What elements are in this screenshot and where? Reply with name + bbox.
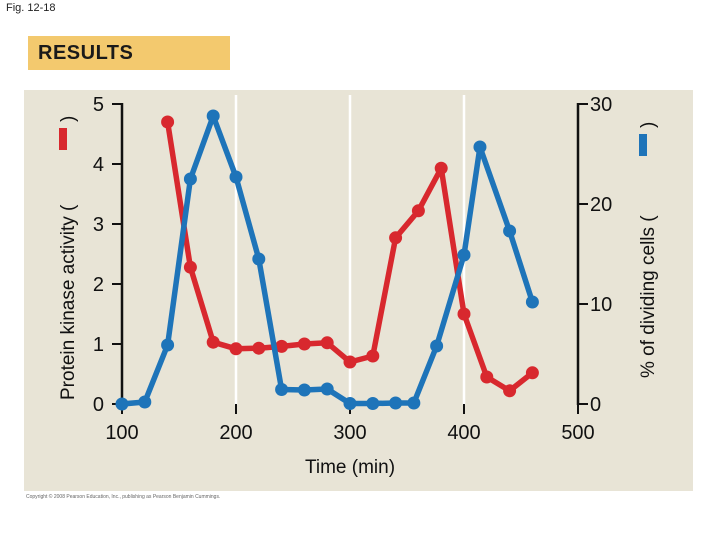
kinase-point — [297, 337, 311, 351]
dividing-point — [389, 396, 403, 410]
left-axis-title-close: ) — [58, 116, 79, 122]
copyright-notice: Copyright © 2008 Pearson Education, Inc.… — [26, 494, 221, 500]
left-tick-label-0: 0 — [93, 394, 104, 416]
kinase-point — [411, 204, 425, 218]
left-axis-title: Protein kinase activity ( — [58, 204, 79, 400]
kinase-point — [229, 342, 243, 356]
kinase-point — [457, 307, 471, 321]
dividing-point — [252, 252, 266, 266]
dividing-point — [320, 382, 334, 396]
results-banner-text: RESULTS — [38, 42, 134, 64]
dividing-point — [206, 109, 220, 123]
dividing-point — [343, 397, 357, 410]
dividing-point — [503, 224, 517, 238]
kinase-point — [343, 355, 357, 369]
dividing-point — [183, 172, 197, 186]
dividing-point — [161, 338, 175, 352]
x-tick-label-200: 200 — [219, 422, 252, 444]
dividing-point — [457, 248, 471, 262]
right-axis-title-group: % of dividing cells ( ) — [638, 122, 659, 378]
left-tick-label-2: 2 — [93, 274, 104, 296]
kinase-point — [480, 370, 494, 384]
dividing-point — [430, 339, 444, 353]
right-tick-label-30: 30 — [590, 94, 612, 116]
dividing-point — [407, 396, 421, 410]
series-layer — [115, 109, 539, 411]
kinase-point — [206, 335, 220, 349]
left-tick-label-1: 1 — [93, 334, 104, 356]
kinase-point — [320, 336, 334, 350]
x-tick-label-100: 100 — [105, 422, 138, 444]
left-tick-label-4: 4 — [93, 154, 104, 176]
dividing-point — [473, 140, 487, 154]
left-axis-title-group: Protein kinase activity ( ) — [58, 116, 79, 400]
x-tick-label-500: 500 — [561, 422, 594, 444]
kinase-point — [389, 231, 403, 245]
chart-panel — [24, 90, 693, 491]
x-tick-label-300: 300 — [333, 422, 366, 444]
axes — [120, 103, 580, 405]
left-tick-label-5: 5 — [93, 94, 104, 116]
kinase-legend-swatch — [59, 128, 67, 150]
right-axis-title-close: ) — [638, 122, 659, 128]
kinase-point — [161, 115, 175, 129]
dividing-point — [138, 395, 152, 409]
figure-label: Fig. 12-18 — [6, 2, 56, 14]
x-axis-title: Time (min) — [305, 457, 395, 478]
dividing-point — [366, 397, 380, 410]
x-tick-label-400: 400 — [447, 422, 480, 444]
dividing-point — [275, 383, 289, 396]
kinase-point — [366, 349, 380, 363]
dividing-point — [525, 295, 539, 309]
right-tick-label-20: 20 — [590, 194, 612, 216]
dividing-legend-swatch — [639, 134, 647, 156]
dividing-point — [229, 170, 243, 184]
right-tick-label-10: 10 — [590, 294, 612, 316]
dividing-point — [115, 397, 129, 411]
left-tick-label-3: 3 — [93, 214, 104, 236]
kinase-point — [252, 341, 266, 355]
tick-marks: 100 200 300 400 500 0 1 2 3 4 5 0 10 20 30 — [93, 94, 612, 444]
dividing-point — [297, 383, 311, 397]
right-tick-label-0: 0 — [590, 394, 601, 416]
kinase-point — [525, 366, 539, 380]
kinase-point — [275, 339, 289, 353]
kinase-point — [183, 260, 197, 274]
results-banner — [28, 36, 230, 70]
kinase-point — [503, 384, 517, 398]
kinase-point — [434, 161, 448, 175]
right-axis-title: % of dividing cells ( — [638, 215, 659, 378]
